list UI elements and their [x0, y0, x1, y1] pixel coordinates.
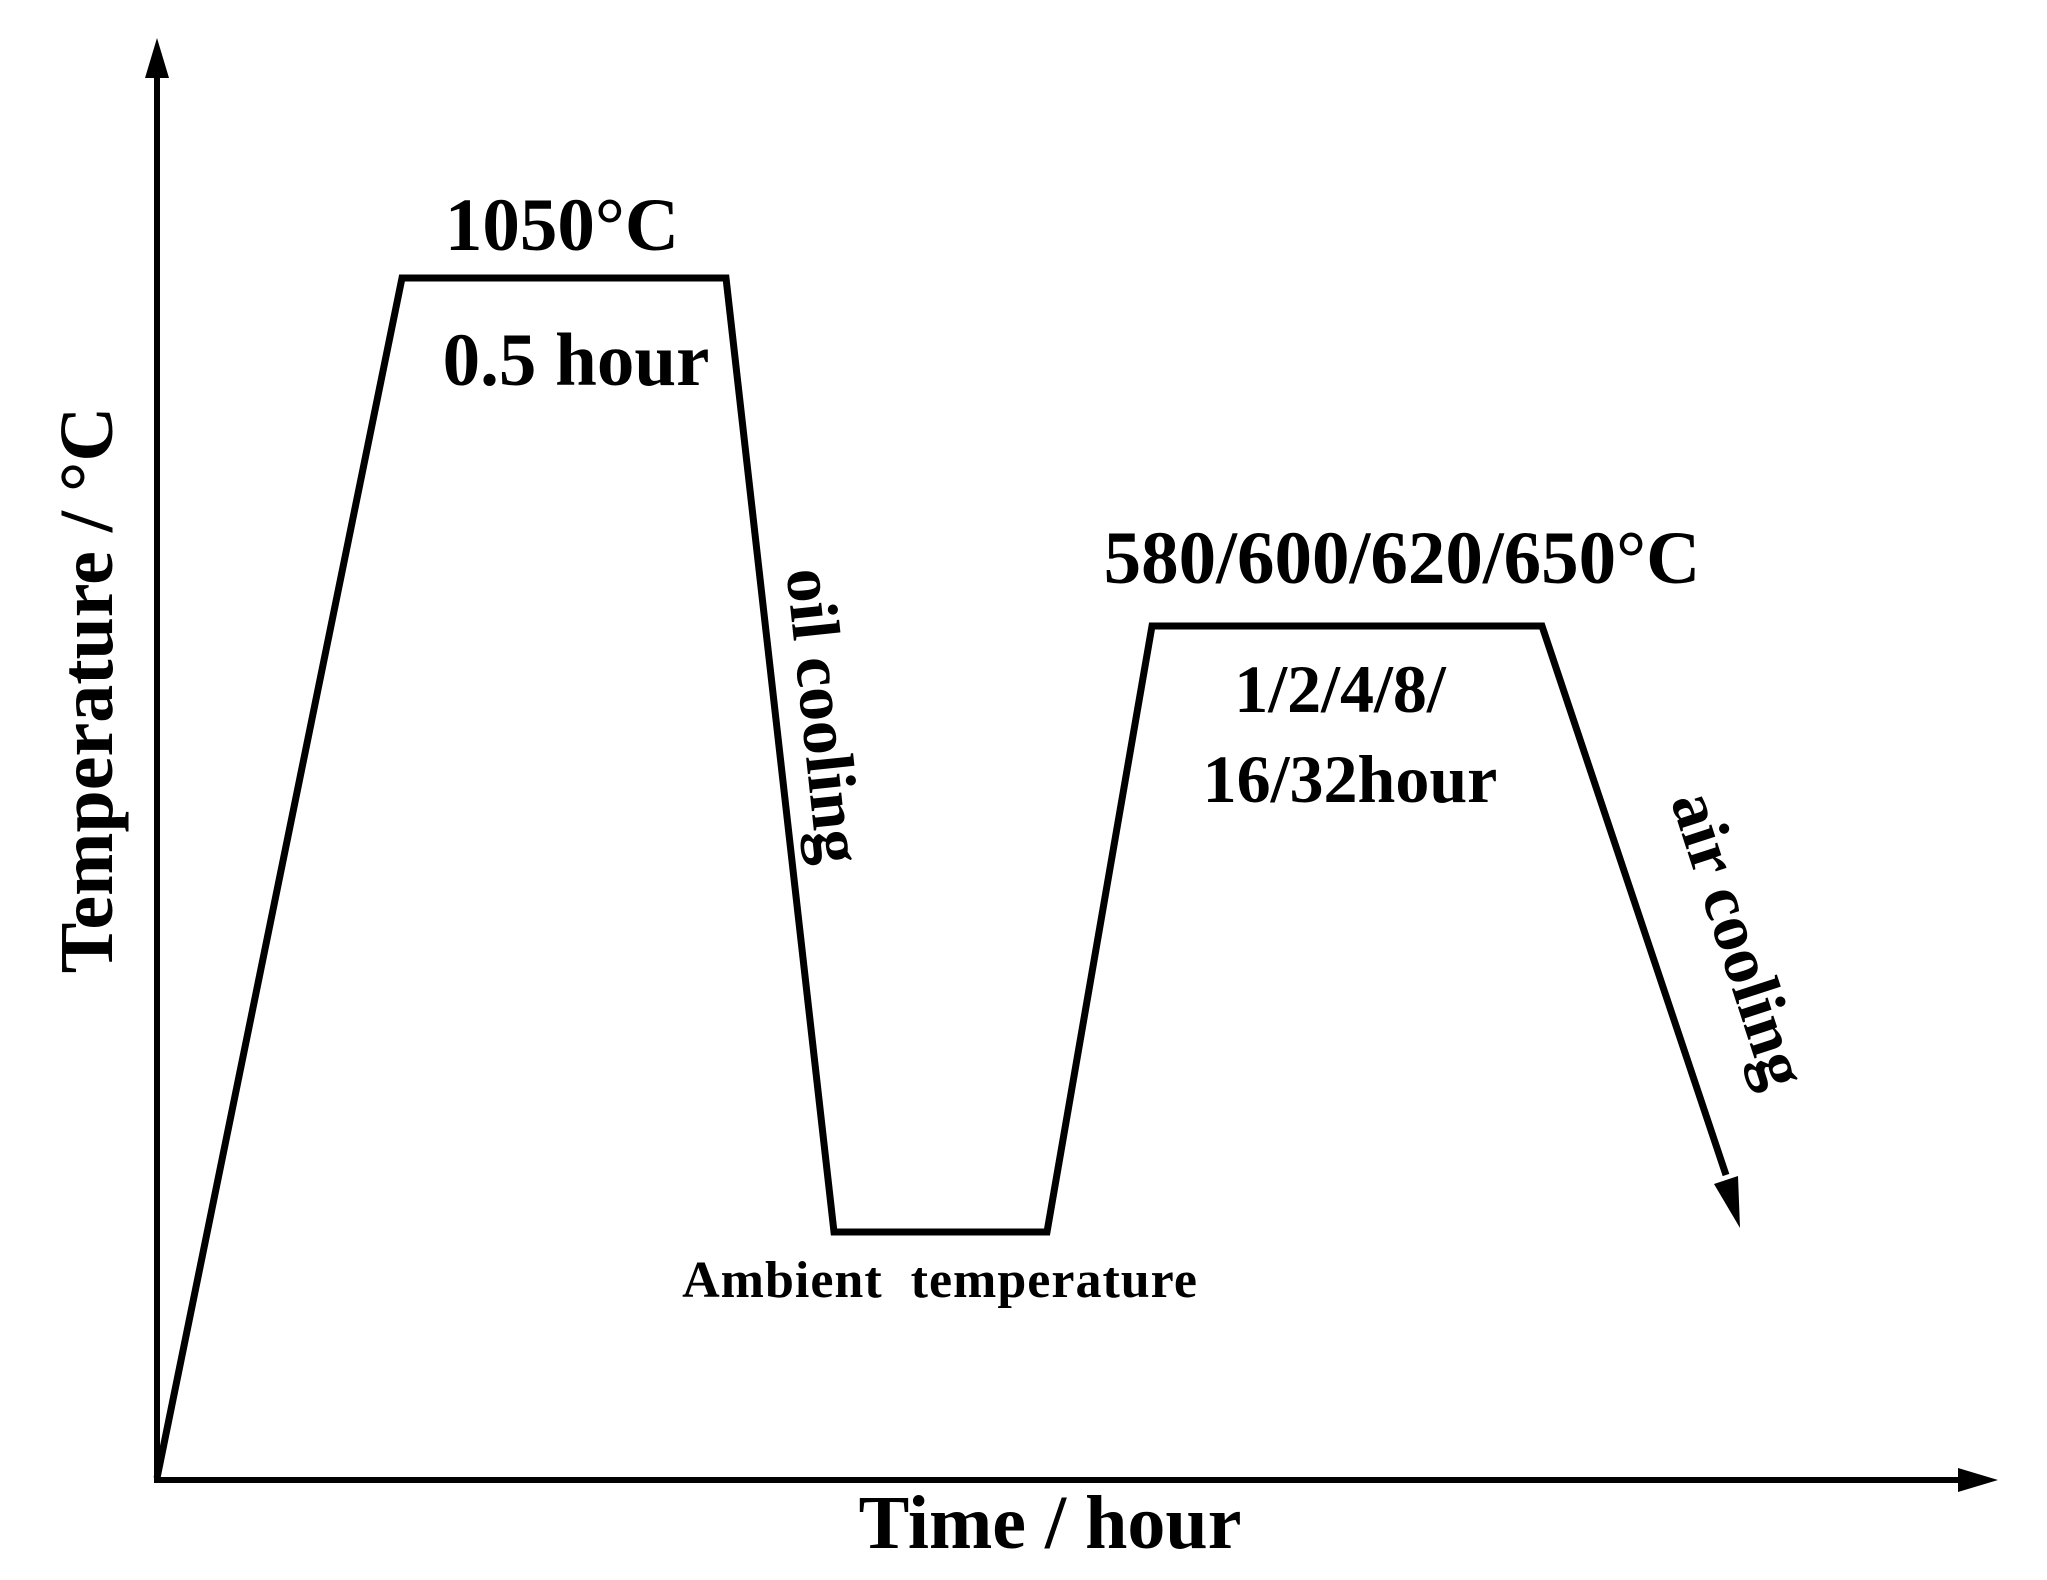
- temper-temperature-label: 580/600/620/650°C: [1104, 517, 1701, 600]
- temper-duration-line1: 1/2/4/8/: [1234, 651, 1447, 727]
- y-axis-title: Temperature / °C: [45, 407, 129, 974]
- x-axis-arrowhead: [1958, 1468, 1998, 1492]
- x-axis-title: Time / hour: [859, 1481, 1242, 1565]
- austenitize-duration-label: 0.5 hour: [443, 319, 710, 402]
- y-axis-arrowhead: [145, 38, 169, 78]
- austenitize-temperature-label: 1050°C: [445, 184, 679, 267]
- temper-duration-line2: 16/32hour: [1203, 741, 1498, 817]
- ambient-temperature-label: Ambient temperature: [682, 1252, 1198, 1309]
- air-cooling-arrowhead: [1714, 1176, 1740, 1228]
- heat-treatment-profile-line: [153, 274, 1730, 1479]
